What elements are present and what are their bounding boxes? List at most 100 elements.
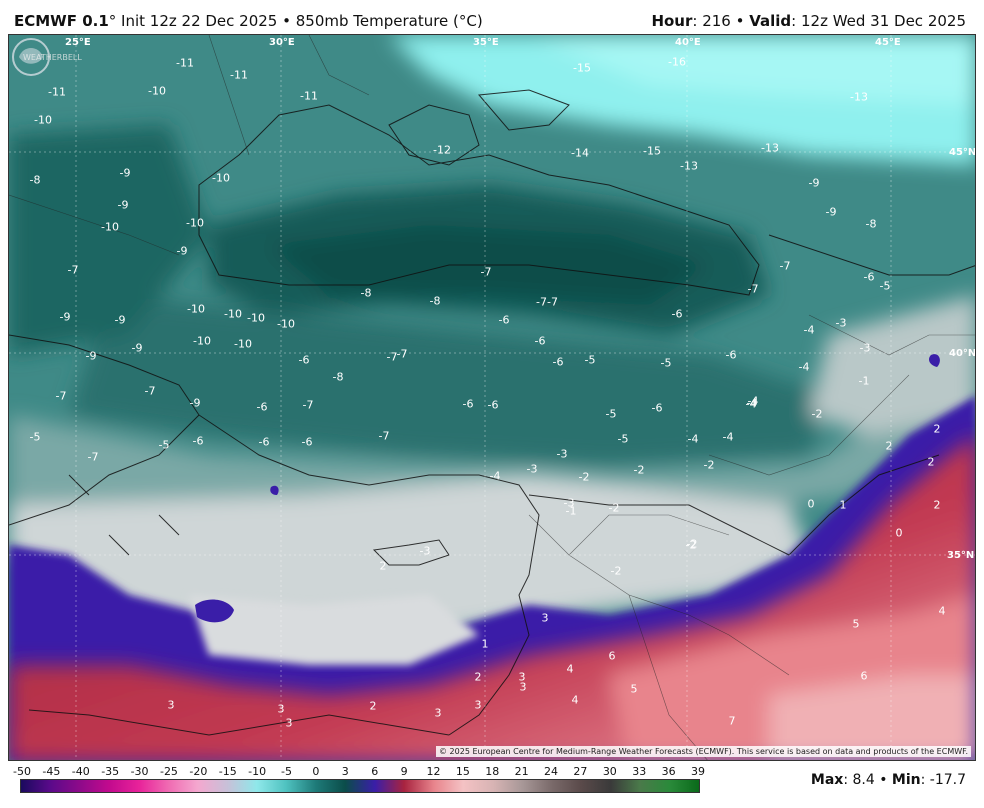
temperature-value: -6: [498, 313, 510, 327]
temperature-value: -6: [725, 348, 737, 362]
max-min-readout: Max: 8.4 • Min: -17.7: [811, 772, 966, 788]
colorbar-tick-label: 39: [691, 765, 705, 778]
temperature-value: 3: [518, 670, 526, 684]
temperature-value: -9: [59, 310, 71, 324]
temperature-value: -4: [747, 394, 759, 408]
temperature-value: -8: [429, 294, 441, 308]
temperature-value: -3: [556, 447, 568, 461]
temperature-value: -9: [189, 396, 201, 410]
colorbar-tick-label: 21: [514, 765, 529, 778]
temperature-value: -10: [277, 317, 295, 331]
colorbar-tick-label: -40: [71, 765, 90, 778]
temperature-value: -10: [101, 220, 119, 234]
temperature-value: -4: [745, 397, 757, 411]
temperature-value: 6: [608, 649, 616, 663]
colorbar-tick-label: -45: [42, 765, 61, 778]
temperature-value: -2: [633, 463, 645, 477]
temperature-value: -7: [87, 450, 99, 464]
temperature-value: -9: [114, 313, 126, 327]
temperature-value: 4: [938, 604, 946, 618]
init-info: Init 12z 22 Dec 2025 • 850mb Temperature…: [116, 12, 483, 30]
min-label: Min: [891, 772, 921, 788]
temperature-value: 2: [933, 422, 941, 436]
temperature-value: -2: [703, 458, 715, 472]
copyright-notice: © 2025 European Centre for Medium-Range …: [436, 746, 971, 757]
latitude-label: 45°N: [949, 147, 976, 158]
temperature-value: -2: [610, 564, 622, 578]
temperature-value: -9: [176, 244, 188, 258]
temperature-value: 2: [933, 498, 941, 512]
colorbar-tick-label: 3: [341, 765, 349, 778]
temperature-value: -9: [131, 341, 143, 355]
temperature-value: -7: [55, 389, 67, 403]
temperature-value: -8: [360, 286, 372, 300]
temperature-value: -10: [186, 216, 204, 230]
temperature-value: -3: [526, 462, 538, 476]
chart-title: ECMWF 0.1° Init 12z 22 Dec 2025 • 850mb …: [14, 12, 483, 30]
temperature-value: -10: [193, 334, 211, 348]
temperature-value: -13: [680, 159, 698, 173]
colorbar-tick-label: 27: [573, 765, 588, 778]
temperature-value: -5: [617, 432, 629, 446]
temperature-value: -5: [605, 407, 617, 421]
temperature-value: -11: [176, 56, 194, 70]
temperature-value: -6: [301, 435, 313, 449]
temperature-value: -8: [29, 173, 41, 187]
temperature-value: -10: [234, 337, 252, 351]
temperature-value: -4: [722, 430, 734, 444]
temperature-value: -7: [779, 259, 791, 273]
temperature-value: -6: [298, 353, 310, 367]
temperature-value: 5: [852, 617, 860, 631]
temperature-value: 3: [277, 702, 285, 716]
temperature-value: -4: [489, 469, 501, 483]
valid-label: Valid: [749, 12, 792, 30]
temperature-value: -7: [396, 347, 408, 361]
temperature-value: -2: [811, 407, 823, 421]
map-field: [9, 35, 975, 760]
temperature-value: -10: [34, 113, 52, 127]
temperature-value: -15: [573, 61, 591, 75]
colorbar-tick-label: 18: [485, 765, 500, 778]
temperature-value: -10: [212, 171, 230, 185]
colorbar-tick-label: 9: [400, 765, 408, 778]
temperature-value: 0: [895, 526, 903, 540]
temperature-value: -7: [378, 429, 390, 443]
temperature-value: -3: [859, 341, 871, 355]
temperature-value: 2: [927, 455, 935, 469]
temperature-value: -6: [863, 270, 875, 284]
colorbar-tick-label: -10: [248, 765, 267, 778]
temperature-value: -13: [850, 90, 868, 104]
temperature-value: -6: [487, 398, 499, 412]
valid-time: Hour: 216 • Valid: 12z Wed 31 Dec 2025: [651, 12, 966, 30]
temperature-value: -5: [660, 356, 672, 370]
latitude-label: 35°N: [947, 550, 975, 561]
svg-text:WEATHERBELL: WEATHERBELL: [23, 53, 82, 62]
temperature-value: -10: [247, 311, 265, 325]
weatherbell-logo: WEATHERBELL: [12, 38, 82, 76]
temperature-value: -14: [571, 146, 589, 160]
longitude-label: 30°E: [269, 37, 295, 48]
latitude-label: 40°N: [949, 348, 976, 359]
temperature-value: 1: [839, 498, 847, 512]
temperature-value: -4: [687, 432, 699, 446]
colorbar-tick-label: -20: [189, 765, 208, 778]
colorbar-tick-label: -25: [159, 765, 178, 778]
temperature-value: -9: [825, 205, 837, 219]
header: ECMWF 0.1° Init 12z 22 Dec 2025 • 850mb …: [0, 0, 984, 34]
temperature-value: -3: [835, 316, 847, 330]
temperature-map[interactable]: 25°E 30°E 35°E 40°E 45°E 45°N 40°N 35°N -11 -11…: [8, 34, 976, 761]
temperature-value: -8: [865, 217, 877, 231]
longitude-label: 35°E: [473, 37, 499, 48]
colorbar-tick-label: -50: [13, 765, 31, 778]
temperature-value: 1: [481, 637, 489, 651]
colorbar-tick-label: -30: [130, 765, 149, 778]
temperature-value: -6: [462, 397, 474, 411]
colorbar-tick-label: 0: [312, 765, 320, 778]
temperature-value: 3: [519, 680, 527, 694]
temperature-value: 4: [566, 662, 574, 676]
temperature-value: 3: [167, 698, 175, 712]
min-value: : -17.7: [920, 772, 966, 788]
temperature-value: -3: [419, 544, 431, 558]
temperature-value: -2: [686, 537, 698, 551]
temperature-value: -7-7: [536, 295, 558, 309]
